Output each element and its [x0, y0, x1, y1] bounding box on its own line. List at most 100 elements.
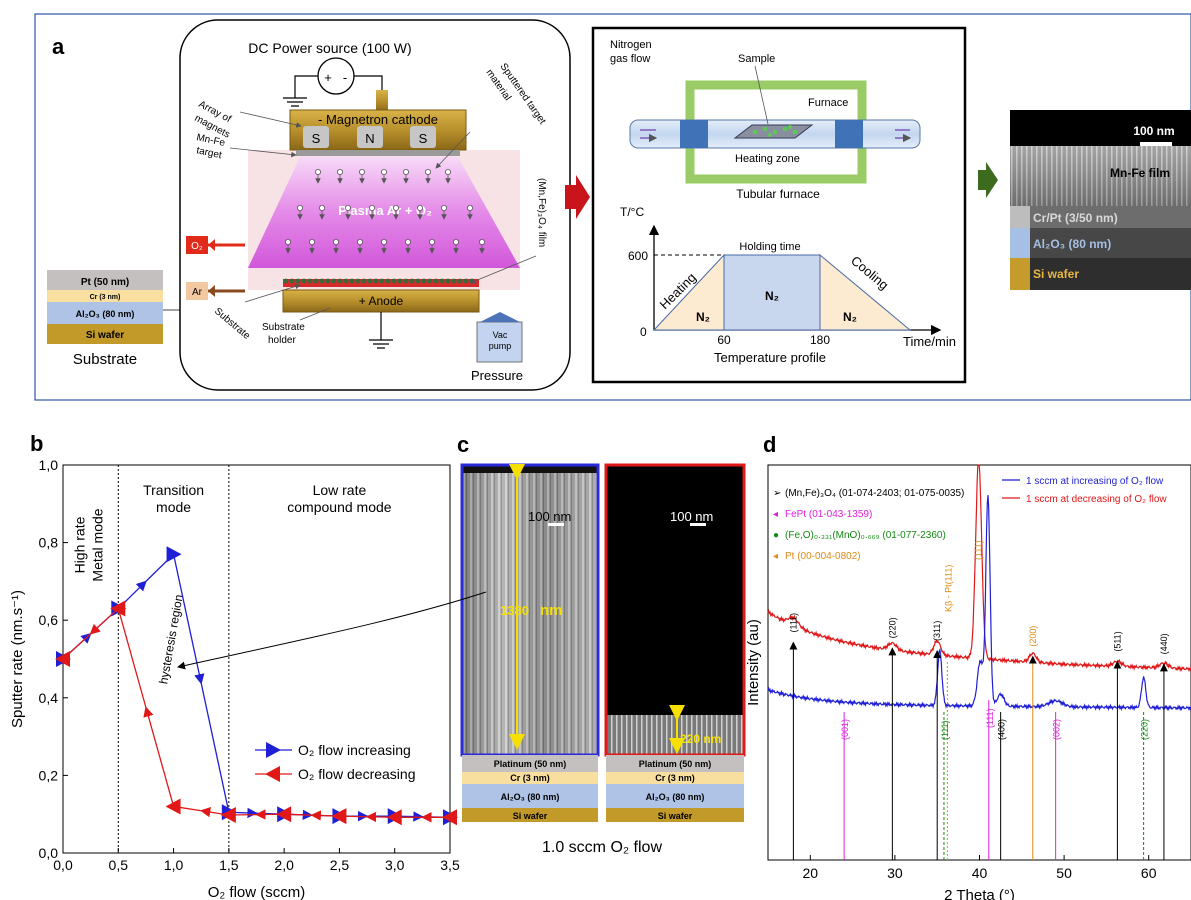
legend-label: O₂ flow decreasing [298, 766, 416, 782]
x-tick-label: 0,0 [53, 857, 73, 873]
peak-label: (002) [1052, 719, 1062, 740]
power-source-circle [317, 57, 355, 95]
substrate-al2o3-label: Al₂O₃ (80 nm) [76, 309, 135, 319]
region-label: Transition [143, 482, 204, 498]
sem-left-thickness-unit: nm [540, 602, 563, 619]
y-axis-label: Sputter rate (nm.s⁻¹) [9, 590, 26, 728]
furnace-diagram: Nitrogen gas flow Sample Furnace Heating… [591, 26, 967, 384]
x-axis-label: O₂ flow (sccm) [208, 884, 306, 900]
svg-text:S: S [419, 131, 428, 146]
peak-label: (440) [1159, 633, 1169, 654]
point-decreasing [165, 798, 181, 815]
substrate-cr-label: Cr (3 nm) [90, 294, 121, 301]
x-axis-label: 2 Theta (°) [944, 887, 1015, 900]
svg-text:Cr (3 nm): Cr (3 nm) [510, 773, 550, 783]
sem-left-thickness-value: 1380 [500, 603, 529, 618]
sputter-chamber-diagram: DC Power source (100 W) + - - Magnetron … [179, 19, 571, 391]
y-tick-label: 0,6 [39, 612, 59, 628]
legend-label: 1 sccm at decreasing of O₂ flow [1026, 494, 1167, 505]
substrate-pt-label: Pt (50 nm) [81, 277, 129, 288]
peak-label: (511) [1112, 631, 1122, 651]
profile-y-label: T/°C [620, 205, 644, 219]
process-arrow-red [565, 175, 590, 219]
region-label: Low rate [313, 482, 367, 498]
furnace-label: Furnace [808, 97, 848, 109]
svg-text:N₂: N₂ [765, 289, 779, 303]
svg-text:Al₂O₃ (80 nm): Al₂O₃ (80 nm) [501, 792, 560, 802]
x-tick-label: 20 [803, 865, 819, 881]
panel-label-a: a [52, 34, 65, 59]
y-axis-label: Intensity (au) [745, 619, 762, 706]
ar-inlet-label: Ar [192, 287, 203, 298]
sem-cross-sections: 100 nm 1380 nm 100 nm 220 nm Platinum (5… [460, 463, 746, 822]
profile-x-60: 60 [717, 333, 731, 347]
sem-a-film-label: Mn-Fe film [1110, 166, 1170, 180]
point-decreasing [386, 809, 402, 826]
x-tick-label: 0,5 [109, 857, 129, 873]
x-tick-label: 3,0 [385, 857, 405, 873]
x-tick-label: 1,5 [219, 857, 239, 873]
sem-right-thickness: 220 nm [680, 732, 721, 746]
tubular-furnace-label: Tubular furnace [736, 187, 820, 201]
point-decreasing [110, 600, 126, 617]
reference-legend-symbol: ◂ [773, 509, 778, 520]
substrate-si-label: Si wafer [86, 330, 124, 341]
svg-text:Si wafer: Si wafer [513, 811, 548, 821]
reference-legend-label: (Fe,O)₀.₃₃₁(MnO)₀.₆₆₉ (01-077-2360) [785, 530, 946, 541]
x-tick-label: 3,5 [440, 857, 460, 873]
x-tick-label: 30 [887, 865, 903, 881]
peak-label: (001) [840, 719, 850, 740]
peak-label: (200) [1028, 626, 1038, 647]
svg-text:S: S [312, 131, 321, 146]
reference-legend-label: FePt (01-043-1359) [785, 509, 872, 520]
profile-y-0: 0 [640, 325, 647, 339]
pressure-label: Pressure [471, 368, 523, 383]
profile-caption: Temperature profile [714, 350, 826, 365]
point-decreasing [442, 809, 457, 826]
o2-inlet-label: O₂ [191, 241, 203, 252]
hysteresis-annotation: hysteresis region [156, 593, 186, 685]
svg-text:N₂: N₂ [843, 310, 857, 324]
power-source-label: DC Power source (100 W) [248, 40, 411, 56]
region-label: mode [156, 499, 191, 515]
sem-image-annealed: 100 nm Mn-Fe film Cr/Pt (3/50 nm) Al₂O₃ … [1010, 110, 1191, 290]
profile-x-180: 180 [810, 333, 830, 347]
peak-label: (400) [997, 719, 1007, 740]
svg-text:N₂: N₂ [696, 310, 710, 324]
hysteresis-link-arrow [177, 591, 487, 670]
panel-label-c: c [457, 432, 469, 457]
svg-text:Cr (3 nm): Cr (3 nm) [655, 773, 695, 783]
substrate-caption: Substrate [73, 351, 137, 368]
region-label: Metal mode [90, 508, 106, 581]
y-tick-label: 0,0 [39, 845, 59, 861]
profile-y-600: 600 [628, 249, 648, 263]
legend-label: 1 sccm at increasing of O₂ flow [1026, 476, 1164, 487]
x-tick-label: 40 [972, 865, 988, 881]
panel-a-frame [34, 13, 1191, 401]
chart-b-frame [62, 464, 451, 854]
nitrogen-flow-label-2: gas flow [610, 53, 650, 65]
peak-label: (111) [788, 613, 798, 633]
plasma-label: Plasma Ar + O₂ [338, 203, 432, 218]
point-decreasing [331, 808, 347, 825]
sem-a-si-label: Si wafer [1033, 267, 1079, 281]
peak-label: (311) [932, 621, 942, 641]
film-label: (Mn,Fe)₃O₄ film [536, 178, 547, 247]
chart-xrd: 20 30 40 50 60 2 Theta (°) Intensity (au) (111)… [745, 464, 1191, 900]
svg-text:N: N [365, 131, 374, 146]
y-tick-label: 0,8 [39, 535, 59, 551]
sem-a-al2o3-label: Al₂O₃ (80 nm) [1033, 237, 1111, 251]
process-arrow-green [978, 162, 998, 198]
sem-a-crpt-label: Cr/Pt (3/50 nm) [1033, 211, 1118, 225]
peak-label: (220) [887, 617, 897, 638]
anode-label: + Anode [359, 294, 404, 308]
magnetron-cathode-label: - Magnetron cathode [318, 112, 438, 127]
substrate-holder-label-2: holder [268, 335, 296, 346]
chart-sputter-rate: 0,0 0,5 1,0 1,5 2,0 2,5 3,0 3,5 0,0 0,2 0,4 0,6 0,8 1… [9, 457, 460, 900]
peak-label: (111) [985, 708, 995, 728]
svg-text:+: + [324, 70, 332, 85]
reference-legend-symbol: ● [773, 530, 779, 541]
svg-text:-: - [343, 70, 347, 85]
profile-x-label: Time/min [903, 334, 956, 349]
peak-label: Kβ - Pt(111) [943, 565, 953, 612]
